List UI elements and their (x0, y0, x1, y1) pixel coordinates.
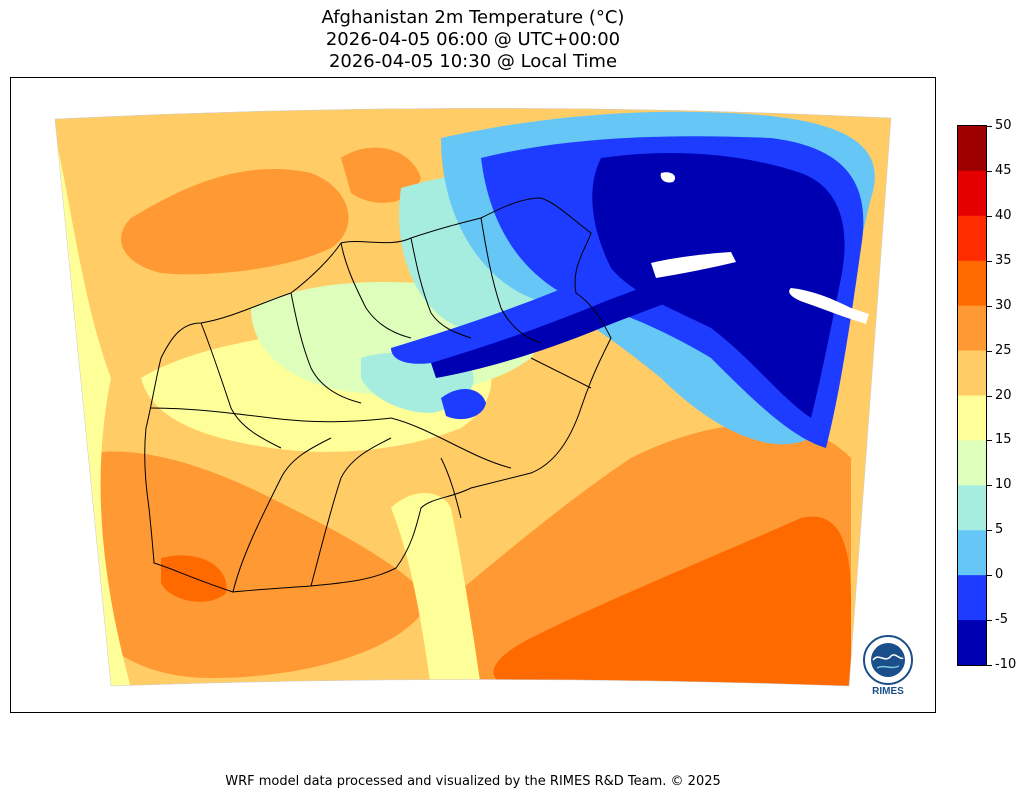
province-boundary (150, 407, 392, 423)
province-boundary (200, 322, 282, 449)
warm-south-west-region (71, 451, 431, 678)
colorbar-tick (986, 351, 992, 352)
hot-south-west-region (161, 555, 227, 602)
model-domain-outline (54, 107, 892, 687)
colorbar-band (958, 126, 986, 172)
colorbar-tick (986, 126, 992, 127)
very-cold-pocket-region (441, 388, 486, 420)
frigid-north-east-core (592, 153, 845, 418)
hot-south-east-region (493, 516, 851, 687)
colorbar-band (958, 530, 986, 576)
mild-corridor-region (391, 493, 481, 687)
colorbar-tick-label: 5 (995, 522, 1004, 537)
country-boundary (144, 197, 612, 593)
missing-data-patch (789, 288, 869, 324)
colorbar-band (958, 575, 986, 621)
colorbar-tick (986, 261, 992, 262)
colorbar-bands (958, 126, 986, 665)
colorbar-band (958, 620, 986, 665)
province-boundary (410, 237, 472, 339)
colorbar (957, 125, 987, 666)
colorbar-tick (986, 440, 992, 441)
colorbar-tick-label: -5 (995, 612, 1008, 627)
colorbar-tick (986, 530, 992, 531)
temperature-field (54, 107, 892, 687)
rimes-logo: RIMES (855, 630, 921, 700)
colorbar-tick-label: 20 (995, 388, 1012, 403)
colorbar-tick-label: -10 (995, 657, 1017, 672)
colorbar-tick-label: 45 (995, 163, 1012, 178)
province-boundary (290, 292, 362, 404)
colorbar-band (958, 215, 986, 262)
colorbar-band (958, 350, 986, 396)
map-title-line-1: Afghanistan 2m Temperature (°C) (321, 7, 625, 28)
province-boundary (232, 437, 332, 593)
footer-credit: WRF model data processed and visualized … (225, 774, 721, 789)
colorbar-tick (986, 396, 992, 397)
colorbar-band (958, 440, 986, 486)
colorbar-band (958, 395, 986, 441)
colorbar-tick (986, 665, 992, 666)
logo-text: RIMES (872, 686, 904, 697)
province-boundaries (144, 197, 612, 593)
colorbar-tick-label: 50 (995, 118, 1012, 133)
colorbar-tick-label: 10 (995, 477, 1012, 492)
colorbar-tick-label: 35 (995, 253, 1012, 268)
colorbar-tick (986, 485, 992, 486)
colorbar-band (958, 170, 986, 217)
map-title-line-2: 2026-04-05 06:00 @ UTC+00:00 (325, 29, 621, 50)
colorbar-tick (986, 620, 992, 621)
colorbar-tick-label: 40 (995, 208, 1012, 223)
colorbar-tick (986, 575, 992, 576)
province-boundary (310, 437, 392, 587)
colorbar-band (958, 260, 986, 307)
colorbar-tick-label: 15 (995, 432, 1012, 447)
province-boundary (440, 457, 462, 519)
province-boundary (480, 217, 542, 344)
province-boundary (340, 242, 412, 339)
very-cold-ridge-region (391, 263, 653, 364)
colorbar-band (958, 305, 986, 352)
province-boundary (530, 357, 592, 389)
missing-data-patch (651, 252, 736, 278)
map-title-line-3: 2026-04-05 10:30 @ Local Time (328, 51, 618, 72)
colorbar-band (958, 485, 986, 531)
colorbar-tick-label: 0 (995, 567, 1004, 582)
missing-data-patch (660, 172, 676, 183)
province-boundary (390, 417, 512, 469)
colorbar-tick-label: 25 (995, 343, 1012, 358)
colorbar-tick (986, 216, 992, 217)
temperature-map[interactable] (10, 77, 936, 713)
colorbar-tick-label: 30 (995, 298, 1012, 313)
logo-globe-icon (863, 635, 913, 685)
colorbar-tick (986, 306, 992, 307)
colorbar-tick (986, 171, 992, 172)
warm-north-west-region (121, 169, 349, 275)
